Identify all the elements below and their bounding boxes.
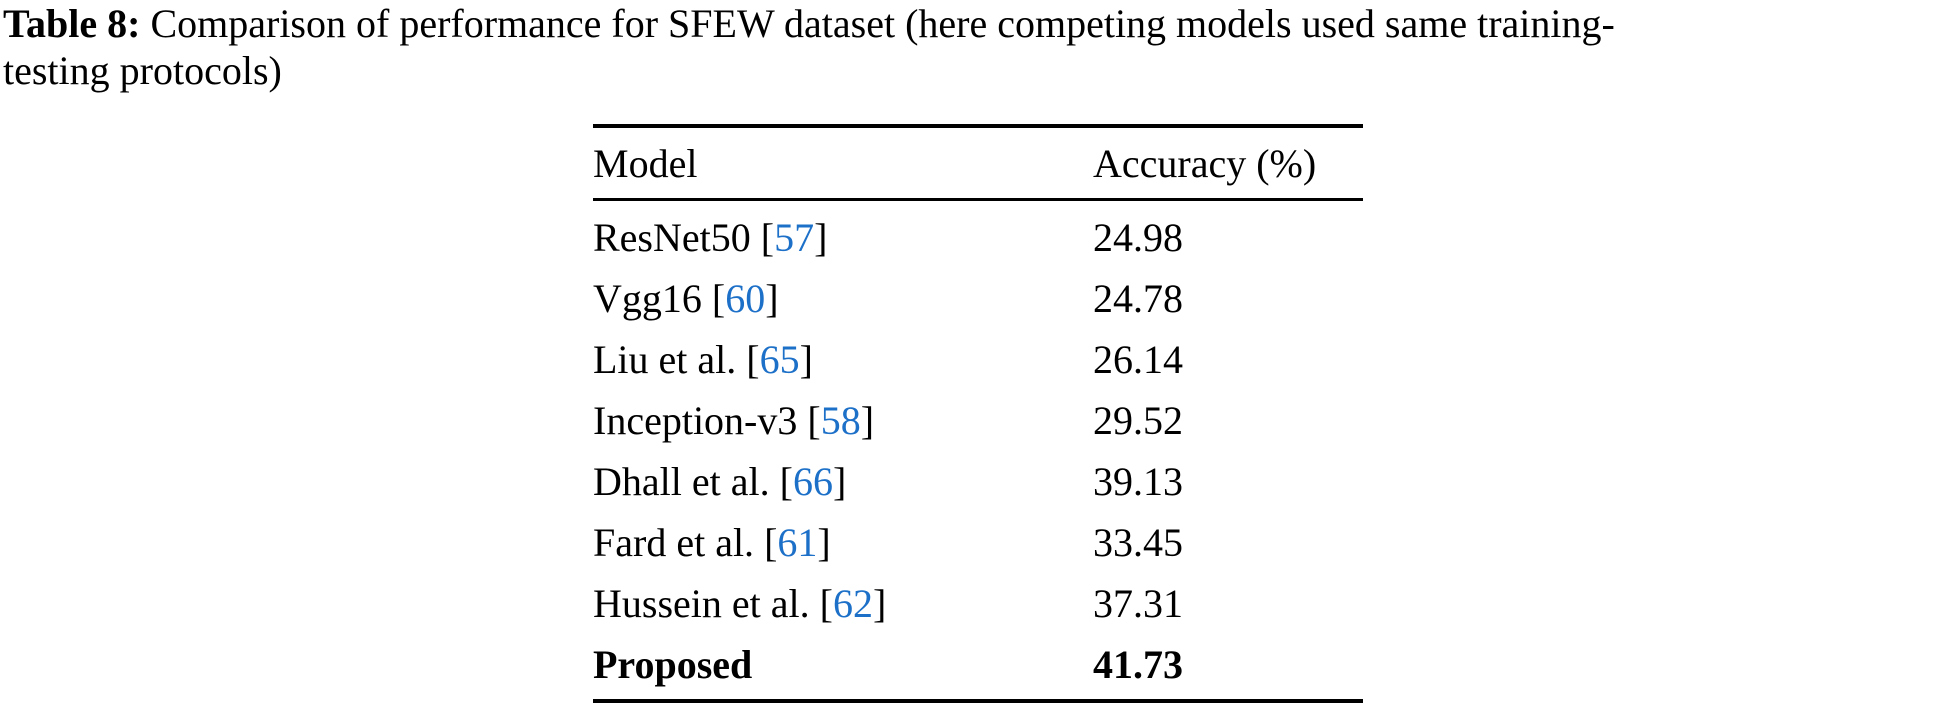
model-name: ResNet50 <box>593 215 751 260</box>
citation-link[interactable]: 62 <box>832 581 873 626</box>
model-cell: Proposed <box>593 634 1093 701</box>
table-caption-line1: Comparison of performance for SFEW datas… <box>150 1 1615 46</box>
table-row: ResNet50 [57] 24.98 <box>593 200 1363 269</box>
column-header-accuracy: Accuracy (%) <box>1093 126 1363 201</box>
citation-bracket-open: [ <box>764 520 778 565</box>
citation-link[interactable]: 57 <box>774 215 815 260</box>
model-cell: Dhall et al. [66] <box>593 451 1093 512</box>
model-name: Vgg16 <box>593 276 702 321</box>
accuracy-cell: 26.14 <box>1093 337 1183 382</box>
table-caption: Table 8: Comparison of performance for S… <box>3 0 1615 94</box>
citation-bracket-open: [ <box>819 581 833 626</box>
table-row: Hussein et al. [62] 37.31 <box>593 573 1363 634</box>
citation-bracket-close: ] <box>814 215 828 260</box>
model-name: Dhall et al. <box>593 459 770 504</box>
results-table: Model Accuracy (%) ResNet50 [57] 24.98 Vgg… <box>593 124 1363 703</box>
citation-bracket-close: ] <box>765 276 779 321</box>
table-row: Liu et al. [65] 26.14 <box>593 329 1363 390</box>
table-row: Dhall et al. [66] 39.13 <box>593 451 1363 512</box>
column-header-model: Model <box>593 126 1093 201</box>
citation-link[interactable]: 61 <box>777 520 818 565</box>
table-caption-label: Table 8: <box>3 1 141 46</box>
citation-bracket-close: ] <box>872 581 887 626</box>
accuracy-cell: 41.73 <box>1093 642 1183 687</box>
model-cell: Vgg16 [60] <box>593 268 1093 329</box>
model-name: Liu et al. <box>593 337 737 382</box>
model-cell: Hussein et al. [62] <box>593 573 1093 634</box>
table-caption-line2: testing protocols) <box>3 48 282 93</box>
citation-bracket-close: ] <box>817 520 831 565</box>
table-container: Model Accuracy (%) ResNet50 [57] 24.98 Vgg… <box>593 124 1363 703</box>
citation-bracket-open: [ <box>779 459 793 504</box>
model-name: Fard et al. <box>593 520 755 565</box>
model-cell: ResNet50 [57] <box>593 200 1093 269</box>
citation-link[interactable]: 66 <box>792 459 833 504</box>
header-row: Model Accuracy (%) <box>593 126 1363 201</box>
citation-bracket-close: ] <box>860 398 875 443</box>
citation-bracket-close: ] <box>799 337 813 382</box>
accuracy-cell: 33.45 <box>1093 520 1183 565</box>
model-name: Proposed <box>593 642 753 687</box>
table-row: Proposed 41.73 <box>593 634 1363 701</box>
citation-link[interactable]: 60 <box>725 276 766 321</box>
table-body: ResNet50 [57] 24.98 Vgg16 [60] 24.78 Liu et … <box>593 200 1363 702</box>
citation-link[interactable]: 58 <box>820 398 861 443</box>
model-cell: Fard et al. [61] <box>593 512 1093 573</box>
citation-bracket-open: [ <box>807 398 821 443</box>
accuracy-cell: 29.52 <box>1093 398 1183 443</box>
accuracy-cell: 37.31 <box>1093 581 1183 626</box>
citation-bracket-open: [ <box>746 337 760 382</box>
model-cell: Inception-v3 [58] <box>593 390 1093 451</box>
accuracy-cell: 24.78 <box>1093 276 1183 321</box>
citation-link[interactable]: 65 <box>759 337 800 382</box>
table-row: Inception-v3 [58] 29.52 <box>593 390 1363 451</box>
model-name: Hussein et al. <box>593 581 810 626</box>
citation-bracket-open: [ <box>760 215 775 260</box>
accuracy-cell: 24.98 <box>1093 215 1183 260</box>
citation-bracket-close: ] <box>832 459 847 504</box>
accuracy-cell: 39.13 <box>1093 459 1183 504</box>
model-name: Inception-v3 <box>593 398 798 443</box>
table-header: Model Accuracy (%) <box>593 126 1363 201</box>
table-row: Vgg16 [60] 24.78 <box>593 268 1363 329</box>
citation-bracket-open: [ <box>711 276 726 321</box>
table-row: Fard et al. [61] 33.45 <box>593 512 1363 573</box>
model-cell: Liu et al. [65] <box>593 329 1093 390</box>
